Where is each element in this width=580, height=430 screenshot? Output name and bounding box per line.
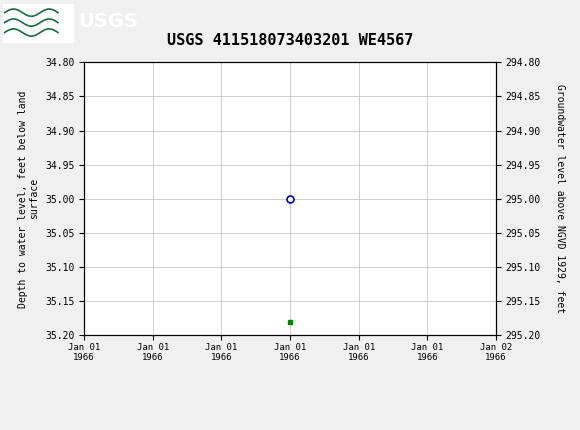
Y-axis label: Groundwater level above NGVD 1929, feet: Groundwater level above NGVD 1929, feet xyxy=(554,84,565,313)
Text: USGS: USGS xyxy=(78,12,138,31)
Y-axis label: Depth to water level, feet below land
surface: Depth to water level, feet below land su… xyxy=(18,90,39,307)
Text: USGS 411518073403201 WE4567: USGS 411518073403201 WE4567 xyxy=(167,33,413,48)
Bar xyxy=(3,3,72,42)
